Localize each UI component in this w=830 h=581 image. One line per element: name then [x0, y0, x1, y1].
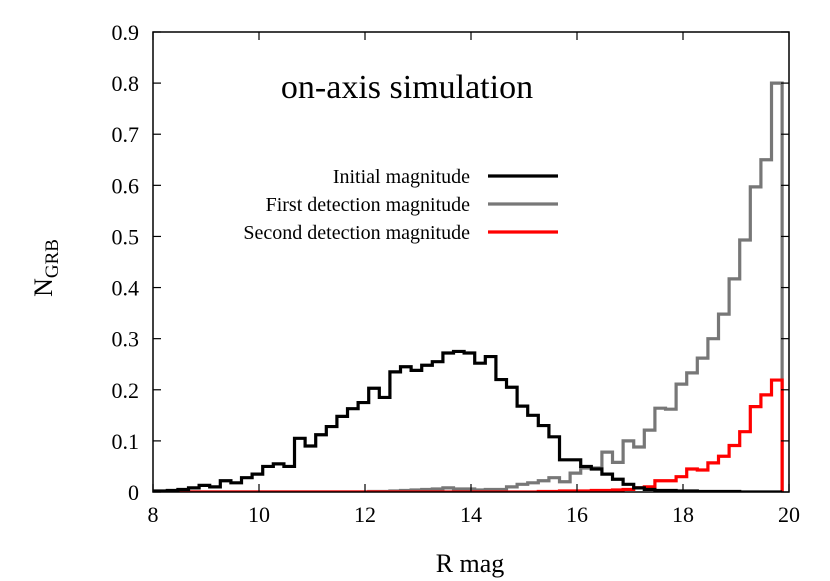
svg-text:NGRB: NGRB [29, 239, 63, 297]
x-tick-label: 20 [778, 502, 800, 527]
y-tick-label: 0.1 [112, 429, 140, 454]
y-tick-label: 0.4 [112, 276, 140, 301]
x-tick-label: 16 [566, 502, 588, 527]
series-line [153, 378, 784, 492]
x-tick-label: 8 [148, 502, 159, 527]
y-tick-label: 0.7 [112, 122, 140, 147]
series-line [153, 81, 784, 492]
y-tick-label: 0.5 [112, 224, 140, 249]
series-2 [153, 378, 784, 492]
y-tick-label: 0.8 [112, 71, 140, 96]
chart-title: on-axis simulation [281, 69, 533, 106]
series-0 [153, 349, 783, 492]
y-axis-label-main: N [29, 278, 58, 297]
legend-label: First detection magnitude [266, 194, 471, 216]
legend-label: Initial magnitude [333, 166, 470, 188]
y-tick-label: 0.3 [112, 327, 140, 352]
y-axis-label-sub: GRB [42, 239, 63, 278]
y-axis-label: NGRB [29, 239, 63, 297]
y-tick-label: 0.9 [112, 20, 140, 45]
x-tick-label: 18 [672, 502, 694, 527]
series-line [153, 349, 783, 492]
x-tick-label: 10 [248, 502, 270, 527]
y-tick-label: 0.2 [112, 378, 140, 403]
x-axis-label: R mag [436, 549, 505, 578]
x-tick-label: 14 [460, 502, 482, 527]
y-tick-label: 0.6 [112, 173, 140, 198]
x-tick-label: 12 [354, 502, 376, 527]
series-1 [153, 81, 784, 492]
legend-label: Second detection magnitude [243, 222, 470, 244]
y-tick-label: 0 [128, 480, 139, 505]
